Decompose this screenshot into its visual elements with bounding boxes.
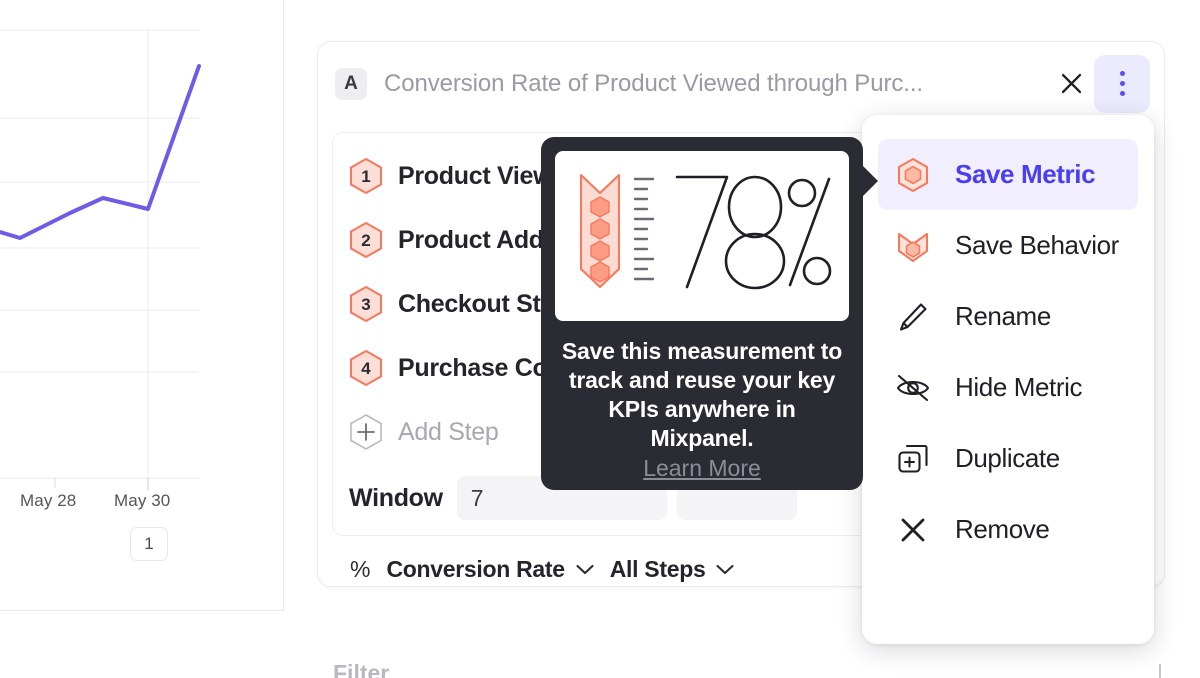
x-tick-label-0: May 28 [20, 491, 77, 510]
tooltip-illustration [555, 151, 849, 321]
filter-caret: | [1157, 660, 1163, 678]
metric-title[interactable]: Conversion Rate of Product Viewed throug… [384, 69, 923, 97]
shield-hexagon-icon [894, 227, 932, 265]
plus-hexagon-icon [349, 413, 383, 451]
step-number: 3 [361, 294, 371, 314]
measure-selector[interactable]: Conversion Rate [386, 555, 594, 583]
step-number: 1 [361, 166, 371, 186]
step-number-hexagon-icon: 1 [349, 157, 383, 195]
card-header: A Conversion Rate of Product Viewed thro… [318, 42, 1164, 125]
steps-scope-label: All Steps [609, 555, 706, 582]
menu-item-label: Save Metric [955, 159, 1096, 189]
chevron-down-icon [576, 564, 594, 574]
window-label: Window [349, 483, 443, 512]
menu-item-remove[interactable]: Remove [878, 494, 1138, 565]
line-chart [0, 29, 201, 490]
panel-divider [0, 610, 284, 611]
metric-options-menu: Save Metric Save Behavior Rename [862, 115, 1154, 644]
menu-item-duplicate[interactable]: Duplicate [878, 423, 1138, 494]
percent-icon: % [350, 555, 371, 582]
funnel-78-percent-illustration [580, 174, 832, 290]
add-step-button[interactable]: Add Step [349, 410, 1139, 454]
chart-series-line [0, 64, 201, 240]
menu-item-rename[interactable]: Rename [878, 281, 1138, 352]
more-vertical-icon [1119, 71, 1125, 96]
step-number-hexagon-icon: 4 [349, 349, 383, 387]
filter-label: Filter [333, 660, 390, 678]
menu-item-label: Rename [955, 301, 1051, 331]
menu-item-save-metric[interactable]: Save Metric [878, 139, 1138, 210]
step-number-hexagon-icon: 3 [349, 285, 383, 323]
page-indicator-chip[interactable]: 1 [130, 527, 168, 561]
steps-scope-selector[interactable]: All Steps [610, 556, 735, 583]
step-number-hexagon-icon: 2 [349, 221, 383, 259]
pencil-icon [894, 298, 932, 336]
menu-item-label: Save Behavior [955, 230, 1119, 260]
tooltip-arrow [862, 165, 878, 197]
menu-item-save-behavior[interactable]: Save Behavior [878, 210, 1138, 281]
more-options-button[interactable] [1094, 54, 1150, 113]
close-icon [894, 511, 932, 549]
x-tick-label-1: May 30 [114, 491, 171, 510]
save-metric-tooltip: Save this measurement to track and reuse… [541, 137, 878, 490]
hexagon-ring-icon [894, 156, 932, 194]
metric-letter-badge: A [335, 67, 367, 100]
menu-item-label: Remove [955, 514, 1050, 544]
measure-label: Conversion Rate [386, 555, 565, 582]
menu-item-label: Hide Metric [955, 372, 1083, 402]
metric-controls-bar: % Conversion Rate All Steps [332, 547, 734, 591]
eye-off-icon [894, 369, 932, 407]
duplicate-icon [894, 440, 932, 478]
chart-panel: May 28 May 30 1 [0, 0, 284, 611]
chevron-down-icon [716, 564, 734, 574]
menu-item-label: Duplicate [955, 443, 1060, 473]
add-step-label: Add Step [398, 417, 499, 446]
conversion-window-row: Window [349, 476, 797, 520]
step-number: 2 [361, 230, 371, 250]
tooltip-learn-more-link[interactable]: Learn More [643, 455, 761, 481]
filter-row[interactable]: Filter | [333, 660, 1163, 678]
close-button[interactable] [1048, 61, 1094, 107]
step-number: 4 [361, 358, 371, 378]
tooltip-body: Save this measurement to track and reuse… [561, 338, 843, 451]
menu-item-hide-metric[interactable]: Hide Metric [878, 352, 1138, 423]
close-icon [1061, 73, 1081, 94]
